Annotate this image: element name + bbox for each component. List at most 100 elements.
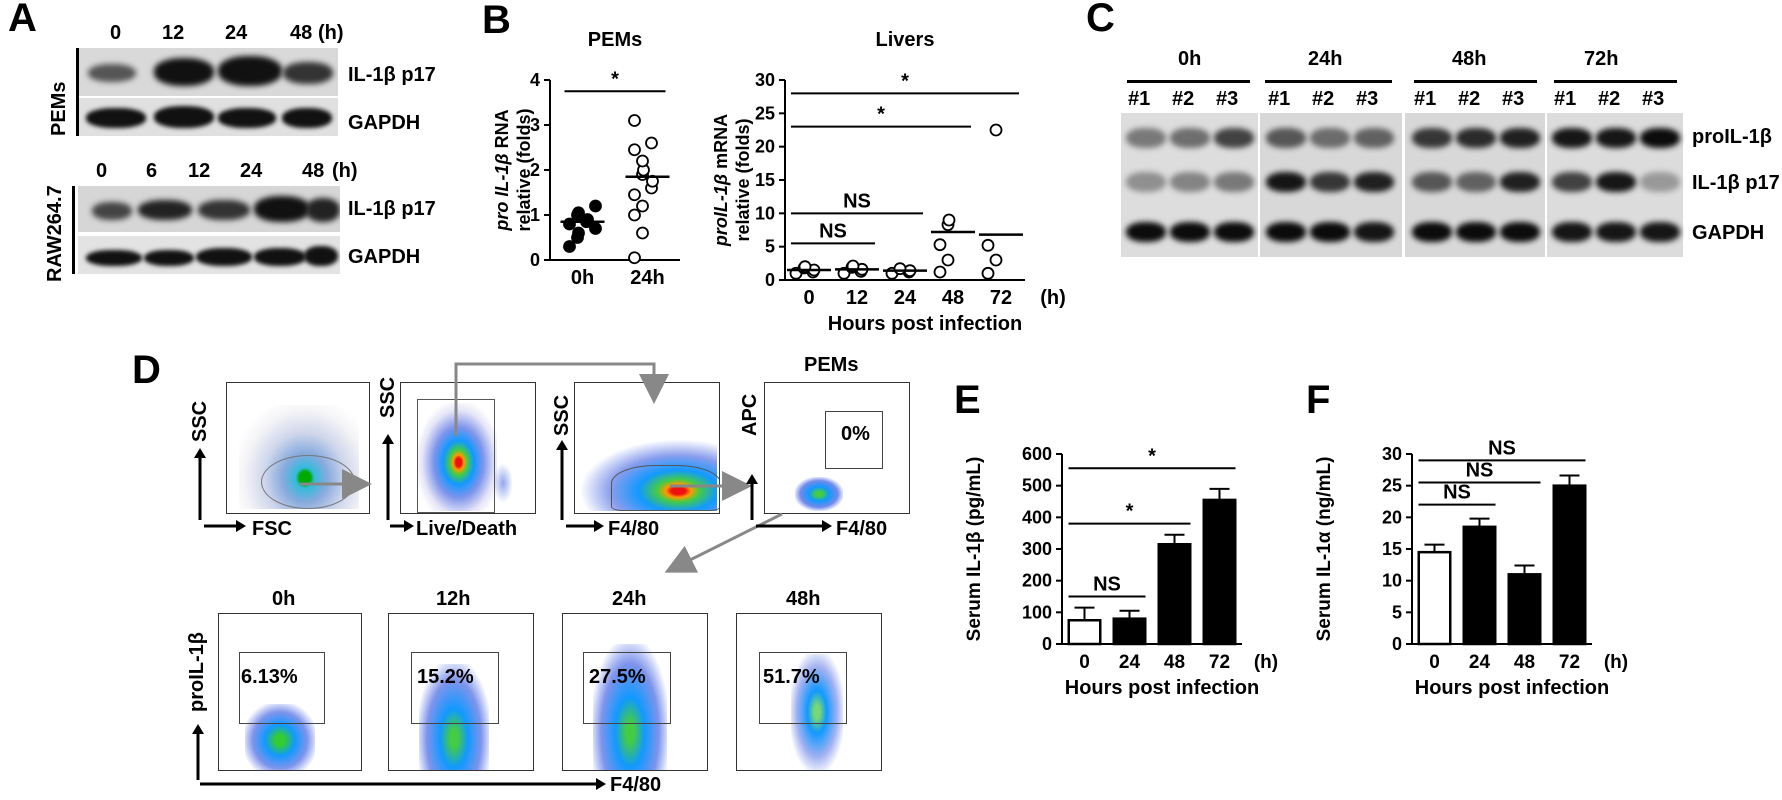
x-tick-label: 0h bbox=[571, 267, 594, 289]
y-tick-label: 10 bbox=[1382, 571, 1402, 591]
y-tick-label: 30 bbox=[755, 70, 775, 90]
sig-label: * bbox=[877, 104, 885, 126]
raw-bracket bbox=[72, 186, 75, 274]
panel-letter-c: C bbox=[1086, 0, 1115, 40]
d-gating-arrows bbox=[192, 362, 832, 790]
arrow-apc-to-time bbox=[664, 512, 783, 573]
y-tick-label: 400 bbox=[1022, 507, 1052, 527]
y-label: Serum IL-1α (ng/mL) bbox=[1314, 457, 1335, 642]
fc-plot-fsc-ssc bbox=[226, 382, 370, 514]
fc2-x-arrow-head bbox=[404, 520, 414, 532]
c-rep-1-0: #1 bbox=[1268, 88, 1291, 110]
c-rep-0-1: #2 bbox=[1172, 88, 1195, 110]
x-axis-label: Hours post infection bbox=[1065, 677, 1259, 699]
x-tick-label: 0 bbox=[803, 287, 814, 309]
c-time-0h: 0h bbox=[1178, 48, 1202, 70]
pems-bracket bbox=[76, 48, 79, 136]
y-tick-label: 500 bbox=[1022, 476, 1052, 496]
fc1-y-arrow-head bbox=[194, 448, 206, 458]
pems-gapdh-blot bbox=[78, 98, 338, 136]
c-line-72h bbox=[1554, 80, 1677, 83]
y-tick-label: 30 bbox=[1382, 444, 1402, 464]
c-band-1-1-1 bbox=[1310, 172, 1350, 192]
x-unit: (h) bbox=[1254, 652, 1278, 673]
d-title-pems: PEMs bbox=[804, 354, 859, 376]
y-tick-label: 600 bbox=[1022, 444, 1052, 464]
y-label-group: Serum IL-1β (pg/mL) bbox=[964, 457, 985, 642]
c-band-1-0-2 bbox=[1354, 128, 1394, 148]
fc-bottom-0h-pct: 6.13% bbox=[241, 666, 298, 688]
y-tick-label: 0 bbox=[1392, 634, 1402, 654]
raw-gapdh-blot bbox=[78, 236, 340, 274]
c-band-0-0-1 bbox=[1170, 128, 1210, 148]
c-band-3-0-0 bbox=[1552, 128, 1592, 148]
y-label-line2: relative (folds) bbox=[733, 118, 753, 241]
pems-time-0: 0 bbox=[110, 22, 122, 44]
raw-time-0: 0 bbox=[96, 160, 108, 182]
c-rep-2-2: #3 bbox=[1502, 88, 1525, 110]
fc-bottom-12h-pct: 15.2% bbox=[417, 666, 474, 688]
data-point bbox=[989, 123, 1003, 137]
c-band-0-1-0 bbox=[1126, 172, 1166, 192]
x-tick-label: 48 bbox=[942, 287, 964, 309]
data-point bbox=[628, 251, 641, 265]
fc-bottom-48h-time: 48h bbox=[786, 588, 821, 610]
c-time-48h: 48h bbox=[1452, 48, 1487, 70]
fc-bottom-48h-pct: 51.7% bbox=[763, 666, 820, 688]
c-band-2-2-2 bbox=[1500, 222, 1540, 242]
data-point bbox=[989, 253, 1003, 267]
c-band-2-1-1 bbox=[1456, 172, 1496, 192]
chart-title: Livers bbox=[876, 29, 935, 51]
y-tick-label: 15 bbox=[1382, 539, 1402, 559]
data-point bbox=[645, 136, 658, 150]
chart-title: PEMs bbox=[588, 29, 642, 51]
data-point bbox=[933, 265, 947, 279]
fc-bottom-0h-time: 0h bbox=[272, 588, 296, 610]
fc-bottom-48h: 51.7% bbox=[736, 613, 882, 771]
fc3-x-arrow-head bbox=[594, 520, 604, 532]
data-point bbox=[572, 206, 585, 220]
c-rep-3-1: #2 bbox=[1598, 88, 1621, 110]
raw-time-24: 24 bbox=[240, 160, 263, 182]
y-tick-label: 25 bbox=[755, 103, 775, 123]
y-label-line2: relative (folds) bbox=[514, 108, 534, 231]
bar bbox=[1417, 550, 1452, 646]
c-band-0-1-1 bbox=[1170, 172, 1210, 192]
c-band-1-1-2 bbox=[1354, 172, 1394, 192]
data-point bbox=[628, 188, 641, 202]
fc-bottom-12h-time: 12h bbox=[436, 588, 471, 610]
fc-bottom-24h-pct: 27.5% bbox=[589, 666, 646, 688]
sig-label: * bbox=[901, 70, 909, 92]
data-point bbox=[636, 199, 649, 213]
x-axis-label: Hours post infection bbox=[1415, 677, 1609, 699]
c-band-3-0-2 bbox=[1640, 128, 1680, 148]
pems-time-48: 48 bbox=[290, 22, 313, 44]
fc-plot-live-death bbox=[400, 382, 536, 514]
x-tick-label: 48 bbox=[1164, 652, 1185, 673]
c-band-3-1-1 bbox=[1596, 172, 1636, 192]
c-rep-0-0: #1 bbox=[1128, 88, 1151, 110]
x-tick-label: 12 bbox=[846, 287, 868, 309]
c-band-3-0-1 bbox=[1596, 128, 1636, 148]
sig-label: NS bbox=[843, 190, 871, 212]
c-rep-1-1: #2 bbox=[1312, 88, 1335, 110]
y-label-group: pro IL-1β RNA relative (folds) bbox=[492, 108, 534, 231]
fc-bottom-24h-time: 24h bbox=[612, 588, 647, 610]
y-tick-label: 100 bbox=[1022, 602, 1052, 622]
fc-bottom-xlabel: F4/80 bbox=[610, 774, 662, 796]
y-tick-label: 5 bbox=[1392, 602, 1402, 622]
fc-bottom-0h: 6.13% bbox=[218, 613, 362, 771]
d-bottom-row: 6.13% 15.2% 27.5% 51.7% bbox=[0, 0, 882, 771]
panel-b-livers-chart: Livers 0 5 10 15 20 25 30 proIL-1β mRNA relative … bbox=[711, 29, 1066, 335]
panel-letter-f: F bbox=[1306, 378, 1331, 422]
fc-plot-f480-apc: 0% bbox=[764, 382, 910, 514]
panel-e-chart: 0 100 200 300 400 500 600 Serum IL-1β (pg/mL) 0 2… bbox=[964, 444, 1278, 699]
apc-gate-pct: 0% bbox=[841, 423, 870, 445]
raw-gapdh-label: GAPDH bbox=[348, 246, 421, 268]
sig-label: * bbox=[1148, 445, 1156, 467]
c-band-2-2-1 bbox=[1456, 222, 1496, 242]
sig-label: * bbox=[1126, 501, 1134, 523]
c-band-1-1-0 bbox=[1266, 172, 1306, 192]
pems-time-12: 12 bbox=[162, 22, 185, 44]
x-tick-label: 24 bbox=[1119, 652, 1141, 673]
